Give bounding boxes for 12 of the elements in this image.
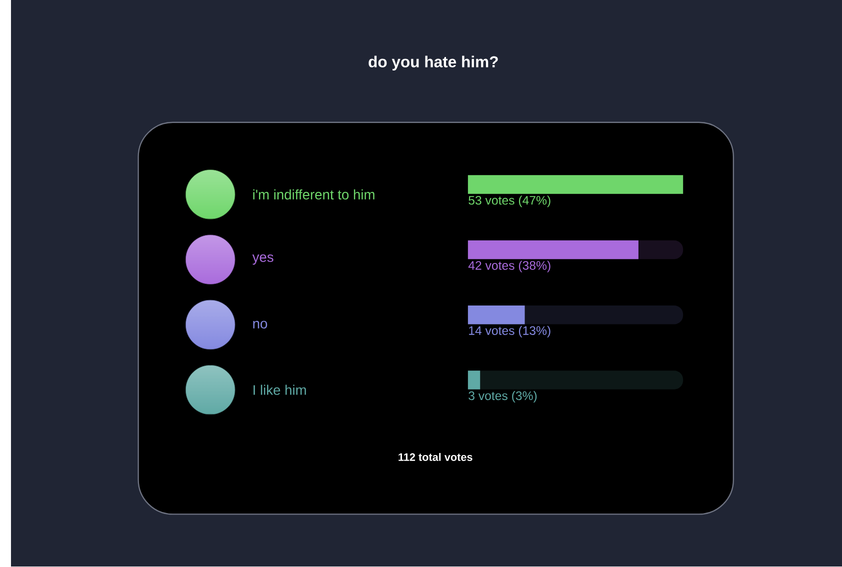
y-tick-label: I like him (254, 385, 306, 396)
bar (468, 306, 525, 324)
data-label: 14 votes (13%) (469, 326, 550, 338)
y-tick-label: yes (252, 254, 274, 265)
y-tick-label: no (253, 321, 268, 329)
data-label: 3 votes (3%) (468, 391, 537, 403)
text: 112 total votes (398, 453, 472, 462)
chart-title: do you hate him? (368, 56, 498, 71)
data-label: 53 votes (47%) (468, 196, 550, 208)
y-tick-label: i'm indifferent to him (253, 190, 374, 200)
data-label: 42 votes (38%) (468, 260, 550, 272)
bar (468, 370, 480, 390)
